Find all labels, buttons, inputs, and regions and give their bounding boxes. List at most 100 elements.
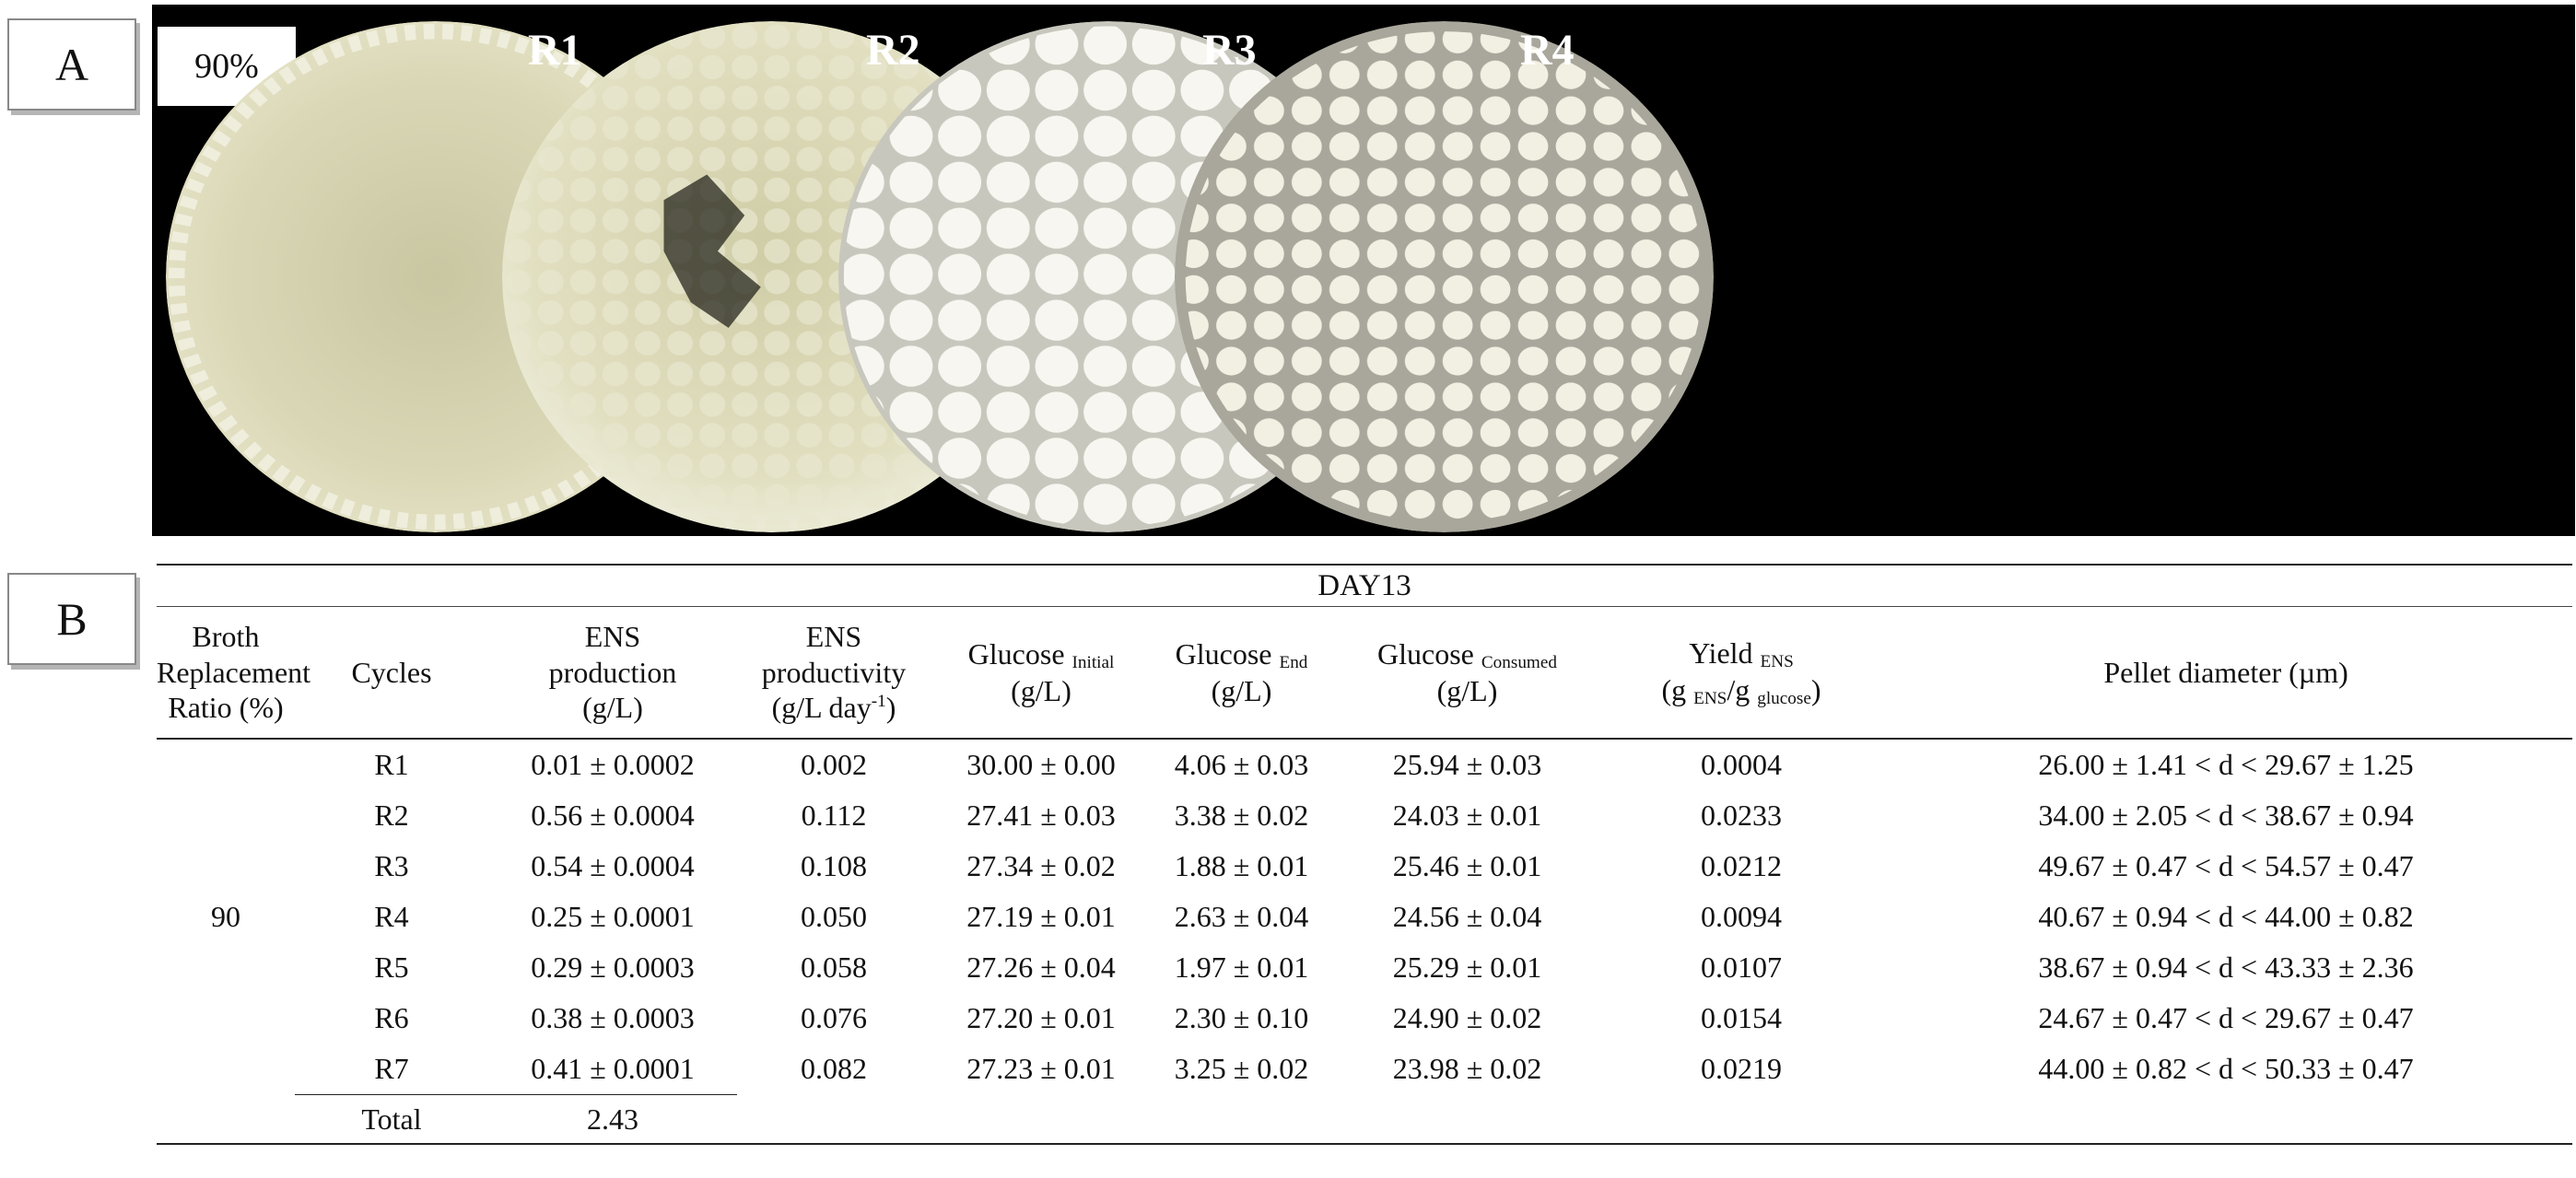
cell-g-initial: 27.19 ± 0.01: [966, 900, 1116, 933]
total-empty-4: [1331, 1094, 1603, 1145]
cell-production: 0.54 ± 0.0004: [531, 849, 695, 882]
plate-photo-r4: [1175, 21, 1714, 532]
cell-g-initial: 27.20 ± 0.01: [966, 1001, 1116, 1034]
cell-productivity: 0.108: [801, 849, 867, 882]
header-yield-main: Yield: [1689, 636, 1753, 670]
cell-yield: 0.0154: [1701, 1001, 1782, 1034]
header-productivity-line1: ENS: [805, 620, 862, 654]
cell-g-end: 1.97 ± 0.01: [1174, 951, 1309, 984]
cell-yield: 0.0233: [1701, 799, 1782, 832]
cell-g-initial: 27.23 ± 0.01: [966, 1052, 1116, 1086]
header-yield: Yield ENS (g ENS/g glucose): [1603, 606, 1879, 740]
header-productivity-sup: -1: [871, 692, 886, 712]
cell-g-initial: 30.00 ± 0.00: [966, 748, 1116, 781]
header-yield-l2a: (g: [1661, 673, 1687, 706]
plate-tag-r2: R2: [866, 26, 920, 75]
total-empty-5: [1603, 1094, 1879, 1145]
cell-cycle: R3: [374, 849, 409, 882]
cell-g-initial: 27.34 ± 0.02: [966, 849, 1116, 882]
header-glucose-end-sub: End: [1279, 652, 1308, 672]
ratio-badge: 90%: [158, 27, 296, 106]
table-row: 90 R1 0.01 ± 0.0002 0.002 30.00 ± 0.00 4.06 ±…: [157, 739, 2572, 933]
header-productivity-unit: (g/L day: [771, 691, 872, 725]
header-glucose-initial-sub: Initial: [1071, 652, 1115, 672]
cell-cycle: R2: [374, 799, 409, 832]
cell-yield: 0.0212: [1701, 849, 1782, 882]
cell-productivity: 0.082: [801, 1052, 867, 1086]
cell-productivity: 0.058: [801, 951, 867, 984]
header-production-line2: production: [548, 655, 677, 689]
header-ratio-line2: Replacement: [157, 655, 311, 689]
cell-g-end: 3.25 ± 0.02: [1174, 1052, 1309, 1086]
ratio-value: 90: [211, 900, 240, 934]
total-empty-3: [1152, 1094, 1331, 1145]
header-production-line3: (g/L): [582, 691, 643, 725]
cell-yield: 0.0219: [1701, 1052, 1782, 1086]
cell-g-end: 3.38 ± 0.02: [1174, 799, 1309, 832]
cell-g-consumed: 25.94 ± 0.03: [1392, 748, 1542, 781]
total-ratio-empty: [157, 1094, 295, 1145]
cell-pellet: 40.67 ± 0.94 < d < 44.00 ± 0.82: [2038, 900, 2414, 933]
cell-g-initial: 27.41 ± 0.03: [966, 799, 1116, 832]
cell-productivity: 0.112: [801, 799, 867, 832]
cell-g-consumed: 24.56 ± 0.04: [1392, 900, 1542, 933]
plate-image-r4: [1175, 21, 1714, 532]
plate-tag-r1: R1: [528, 26, 582, 75]
table-row: R5 0.29 ± 0.0003 0.058 27.26 ± 0.04 1.97 ± 0…: [157, 942, 2572, 993]
header-productivity: ENS productivity (g/L day-1): [737, 606, 931, 740]
cell-productivity: 0.050: [801, 900, 867, 933]
results-table: DAY13 Broth Replacement Ratio (%) Cycles…: [157, 564, 2573, 1145]
cell-cycle: R6: [374, 1001, 409, 1034]
table-row: R3 0.54 ± 0.0004 0.108 27.34 ± 0.02 1.88 ± 0…: [157, 841, 2572, 892]
total-empty-1: [737, 1094, 931, 1145]
cell-cycle: R1: [374, 748, 409, 781]
total-label: Total: [295, 1094, 488, 1145]
header-ratio-line1: Broth: [192, 620, 260, 654]
cell-cycle: R4: [374, 900, 409, 933]
header-yield-l2c: ): [1810, 673, 1821, 706]
plate-photo-strip: 90% R1 R2: [152, 5, 2575, 536]
plate-tag-r4: R4: [1520, 26, 1575, 75]
header-production-line1: ENS: [584, 620, 641, 654]
header-yield-l2-sub2: glucose: [1757, 689, 1811, 708]
cell-g-consumed: 24.90 ± 0.02: [1392, 1001, 1542, 1034]
table-row: R2 0.56 ± 0.0004 0.112 27.41 ± 0.03 3.38 ± 0…: [157, 790, 2572, 841]
cell-cycle: R7: [374, 1052, 409, 1085]
header-glucose-end-unit: (g/L): [1211, 673, 1272, 707]
cell-production: 0.25 ± 0.0001: [531, 900, 695, 933]
panel-label-a: A: [7, 18, 136, 111]
cell-pellet: 24.67 ± 0.47 < d < 29.67 ± 0.47: [2038, 1001, 2414, 1034]
total-empty-2: [931, 1094, 1152, 1145]
cell-yield: 0.0094: [1701, 900, 1782, 933]
cell-g-end: 2.63 ± 0.04: [1174, 900, 1309, 933]
cell-productivity: 0.076: [801, 1001, 867, 1034]
header-ratio-line3: Ratio (%): [168, 691, 284, 725]
header-productivity-close: ): [885, 691, 896, 725]
table-row: R6 0.38 ± 0.0003 0.076 27.20 ± 0.01 2.30 ± 0…: [157, 993, 2572, 1044]
cell-production: 0.41 ± 0.0001: [531, 1052, 695, 1085]
cell-productivity: 0.002: [801, 748, 867, 781]
total-row: Total 2.43: [157, 1094, 2573, 1145]
column-header-row: Broth Replacement Ratio (%) Cycles ENS p…: [157, 606, 2573, 740]
header-glucose-consumed-unit: (g/L): [1436, 673, 1498, 707]
cell-production: 0.38 ± 0.0003: [531, 1001, 695, 1034]
header-yield-l2-sub1: ENS: [1693, 689, 1727, 708]
cell-production: 0.29 ± 0.0003: [531, 951, 695, 984]
cell-g-consumed: 23.98 ± 0.02: [1392, 1052, 1542, 1086]
header-production: ENS production (g/L): [488, 606, 737, 740]
cell-pellet: 44.00 ± 0.82 < d < 50.33 ± 0.47: [2038, 1052, 2414, 1086]
cell-production: 0.01 ± 0.0002: [531, 748, 695, 781]
day-label: DAY13: [157, 564, 2573, 607]
cell-production: 0.56 ± 0.0004: [531, 799, 695, 832]
header-pellet-diameter: Pellet diameter (µm): [1879, 606, 2573, 740]
cell-g-consumed: 25.46 ± 0.01: [1392, 849, 1542, 882]
cell-pellet: 49.67 ± 0.47 < d < 54.57 ± 0.47: [2038, 849, 2414, 882]
header-glucose-initial: Glucose Initial (g/L): [931, 606, 1152, 740]
header-ratio: Broth Replacement Ratio (%): [157, 606, 310, 740]
panel-label-b: B: [7, 573, 136, 665]
cell-cycle: R5: [374, 951, 409, 984]
cell-pellet: 26.00 ± 1.41 < d < 29.67 ± 1.25: [2038, 748, 2414, 781]
cell-g-initial: 27.26 ± 0.04: [966, 951, 1116, 984]
header-glucose-consumed-main: Glucose: [1377, 636, 1474, 671]
total-production: 2.43: [488, 1094, 737, 1145]
